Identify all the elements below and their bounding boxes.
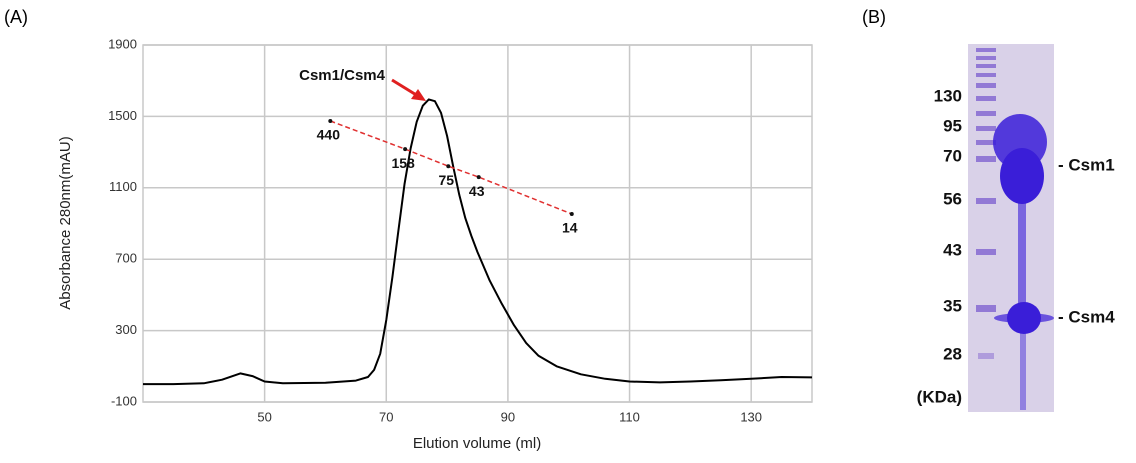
ladder-label: 28 — [943, 344, 962, 363]
calibration-label: 158 — [391, 155, 415, 171]
calibration-point — [328, 119, 333, 124]
calibration-label: 14 — [562, 220, 578, 236]
ladder-label: 130 — [934, 86, 962, 105]
calibration-label: 43 — [469, 183, 485, 199]
y-tick-label: 1100 — [109, 179, 137, 194]
y-tick-label: -100 — [111, 393, 137, 408]
ladder-label: 56 — [943, 189, 962, 208]
panel-label: (A) — [4, 7, 28, 27]
x-tick-label: 90 — [501, 409, 515, 424]
y-tick-label: 1900 — [108, 36, 137, 51]
unit-label: (KDa) — [917, 387, 962, 406]
annotation-arrow — [391, 78, 419, 98]
elution-curve — [143, 98, 813, 386]
annotation: Csm1/Csm4 — [299, 67, 386, 84]
calibration-label: 75 — [439, 172, 455, 188]
panel-label: (B) — [862, 7, 886, 27]
plot-frame — [142, 44, 813, 403]
x-tick-label: 110 — [619, 409, 640, 424]
y-tick-label: 1500 — [108, 108, 137, 123]
calibration-point — [569, 212, 574, 217]
y-axis-label: Absorbance 280nm(mAU) — [57, 136, 74, 309]
gel-image — [968, 44, 1054, 412]
ladder-label: 70 — [943, 146, 962, 165]
ladder-label: 35 — [943, 296, 962, 315]
x-tick-label: 130 — [740, 409, 762, 424]
ladder-label: 43 — [943, 240, 962, 259]
calibration-point — [476, 175, 481, 180]
y-tick-label: 700 — [115, 251, 137, 266]
y-tick-label: 300 — [115, 322, 137, 337]
x-tick-label: 50 — [257, 409, 271, 424]
calibration-point — [403, 147, 408, 152]
ladder-label: 95 — [943, 116, 962, 135]
x-tick-label: 70 — [379, 409, 393, 424]
calibration-point — [446, 164, 451, 169]
calibration-line — [330, 120, 573, 215]
band-label: - Csm4 — [1058, 307, 1115, 326]
annotation-arrowhead — [411, 89, 426, 101]
x-axis-label: Elution volume (ml) — [413, 435, 541, 452]
calibration-label: 440 — [317, 127, 341, 143]
band-label: - Csm1 — [1058, 155, 1115, 174]
